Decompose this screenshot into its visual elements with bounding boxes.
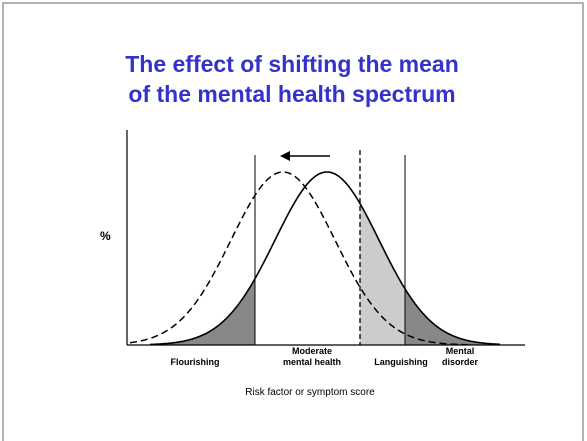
y-label: % [100,229,111,243]
shaded-area [360,203,405,345]
region-label: mental health [283,357,341,367]
arrow-head [280,151,290,161]
shaded-area [150,278,255,345]
shaded-area [405,288,500,345]
shifted-curve [129,171,470,346]
region-label: Moderate [292,346,332,356]
title-line: The effect of shifting the mean [125,51,459,77]
region-label: Mental [446,346,475,356]
region-label: Flourishing [171,357,220,367]
region-label: disorder [442,357,479,367]
curves [129,171,500,346]
x-label: Risk factor or symptom score [245,387,375,398]
curve [149,171,500,346]
title-line: of the mental health spectrum [128,81,455,107]
region-label: Languishing [374,357,428,367]
